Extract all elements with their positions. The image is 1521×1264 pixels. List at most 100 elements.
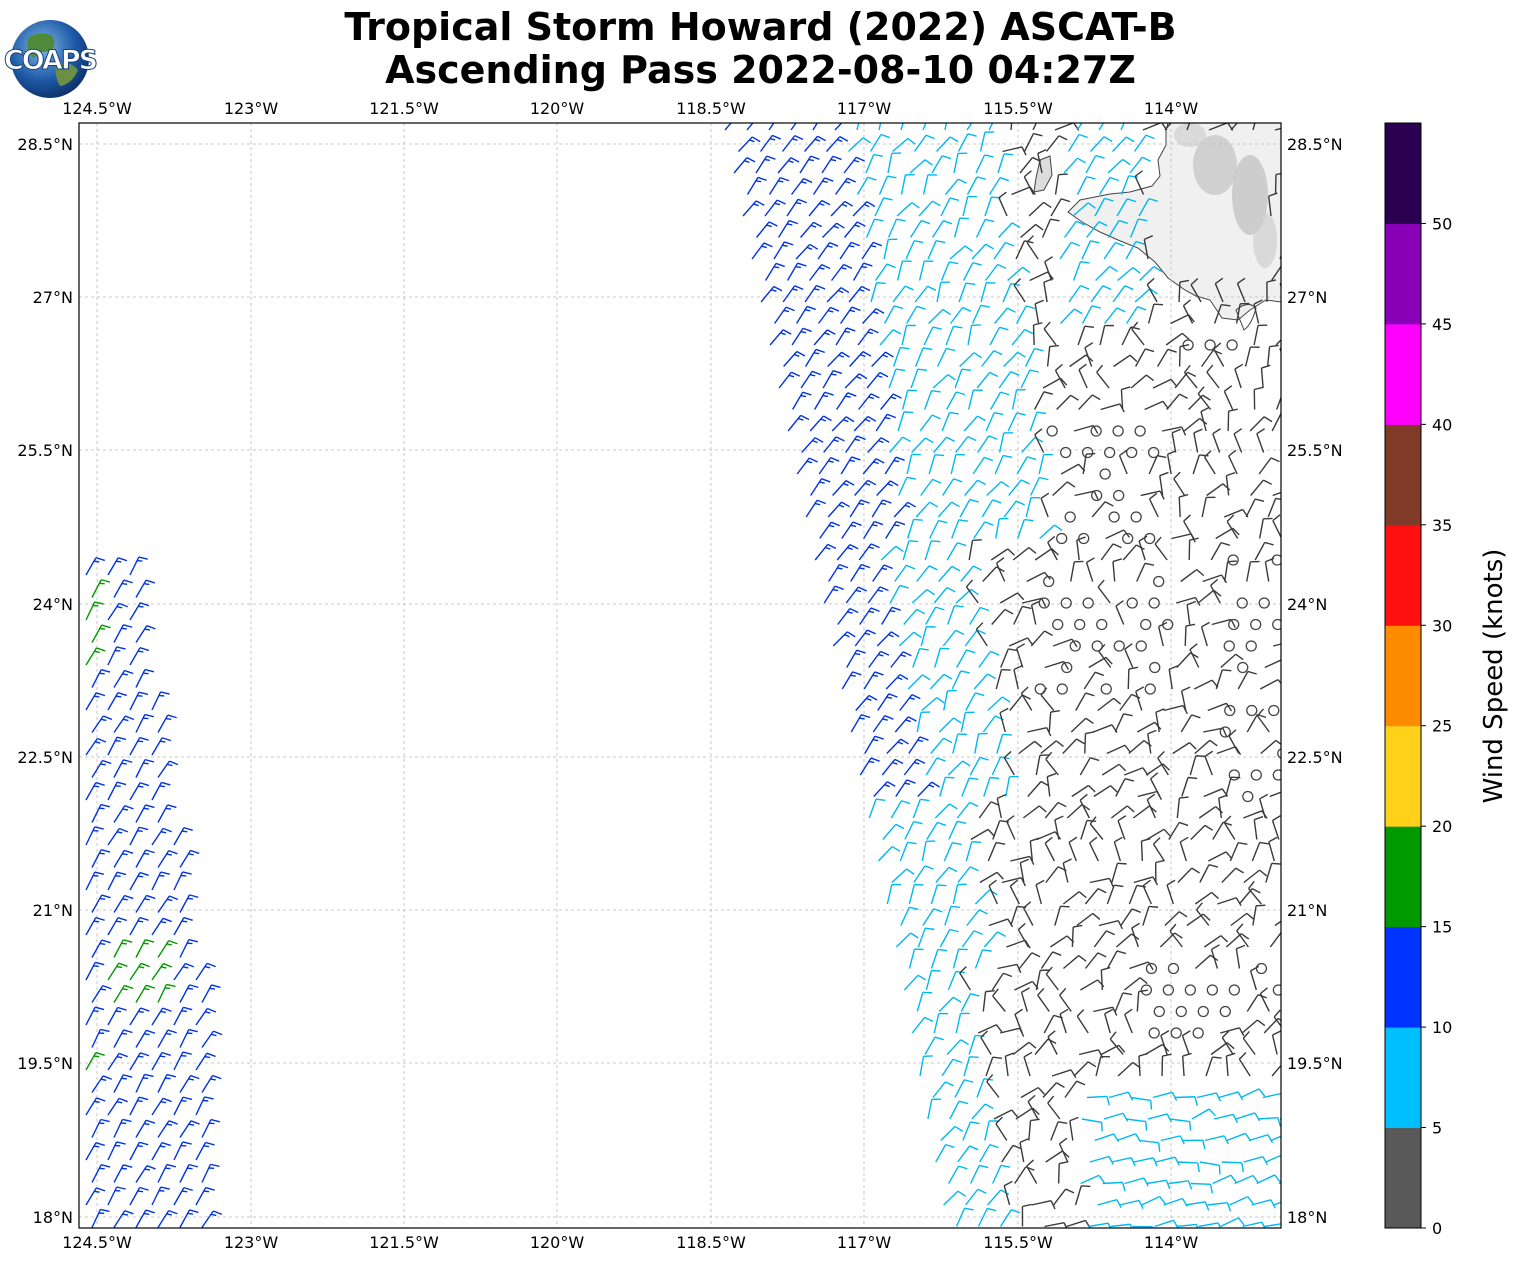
wind-barb bbox=[891, 868, 915, 884]
wind-barb bbox=[1064, 1080, 1086, 1098]
wind-barb bbox=[1142, 879, 1152, 905]
wind-barb bbox=[932, 1081, 955, 1098]
wind-barb bbox=[1240, 1088, 1266, 1099]
wind-barb bbox=[85, 826, 104, 846]
wind-barb bbox=[913, 865, 934, 883]
wind-barb bbox=[1176, 796, 1189, 819]
wind-barb bbox=[969, 606, 990, 625]
wind-barb bbox=[826, 287, 850, 303]
wind-barb bbox=[1100, 966, 1111, 991]
wind-barb bbox=[1170, 314, 1195, 325]
wind-barb bbox=[151, 691, 170, 711]
calm-circle bbox=[1206, 984, 1219, 996]
wind-barb bbox=[157, 895, 179, 913]
wind-barb bbox=[932, 374, 956, 389]
wind-barb bbox=[956, 649, 976, 668]
wind-barb bbox=[1179, 836, 1189, 862]
wind-barb bbox=[179, 1028, 198, 1048]
wind-barb bbox=[1012, 547, 1037, 561]
wind-barb bbox=[724, 123, 739, 131]
wind-barb bbox=[91, 624, 111, 643]
wind-barb bbox=[1078, 363, 1088, 389]
wind-barb bbox=[886, 738, 909, 754]
wind-barb bbox=[1221, 1030, 1234, 1055]
wind-barb bbox=[107, 646, 126, 666]
wind-barb bbox=[1173, 471, 1186, 496]
wind-barb bbox=[808, 199, 831, 217]
wind-barb bbox=[1236, 277, 1246, 303]
wind-barb bbox=[1016, 643, 1026, 668]
wind-barb bbox=[195, 1186, 215, 1206]
wind-barb bbox=[195, 1052, 216, 1071]
wind-barb bbox=[1234, 363, 1244, 389]
wind-barb bbox=[1221, 867, 1244, 883]
wind-barb bbox=[151, 1097, 172, 1116]
wind-barb bbox=[1259, 793, 1269, 819]
wind-barb bbox=[876, 480, 899, 496]
wind-barb bbox=[1251, 841, 1269, 862]
wind-barb bbox=[135, 713, 154, 733]
wind-barb bbox=[1022, 805, 1047, 819]
wind-barb bbox=[1079, 793, 1090, 819]
wind-barb bbox=[1050, 1121, 1068, 1141]
wind-barb bbox=[129, 1096, 149, 1116]
calm-circle bbox=[1291, 706, 1301, 716]
calm-circle bbox=[1074, 618, 1086, 631]
wind-barb bbox=[1047, 535, 1058, 561]
wind-barb bbox=[940, 197, 960, 217]
wind-barb bbox=[1147, 729, 1157, 754]
wind-barb bbox=[1225, 776, 1241, 797]
wind-barb bbox=[1210, 541, 1231, 561]
wind-barb bbox=[1260, 739, 1281, 755]
wind-barb bbox=[1189, 755, 1206, 776]
wind-barb bbox=[1120, 123, 1130, 131]
wind-barb bbox=[1026, 235, 1039, 260]
wind-barb bbox=[1063, 220, 1085, 238]
wind-barb bbox=[991, 608, 1014, 625]
wind-barb bbox=[959, 966, 971, 991]
wind-barb bbox=[1080, 1174, 1105, 1185]
wind-barb bbox=[113, 1209, 134, 1228]
wind-barb bbox=[1097, 697, 1122, 712]
wind-barb bbox=[1046, 772, 1057, 797]
wind-barb bbox=[890, 800, 911, 819]
wind-barb bbox=[1211, 618, 1236, 628]
wind-barb bbox=[977, 1207, 997, 1227]
wind-barb bbox=[1275, 330, 1281, 346]
wind-barb bbox=[988, 123, 999, 131]
calm-circle bbox=[1122, 532, 1134, 545]
calm-circle bbox=[1228, 984, 1241, 996]
wind-barb bbox=[1076, 536, 1086, 561]
wind-barb bbox=[1293, 1131, 1317, 1149]
wind-barb bbox=[988, 918, 1014, 928]
wind-barb bbox=[1133, 134, 1155, 152]
wind-barb bbox=[113, 1118, 132, 1138]
calm-circle bbox=[1126, 597, 1138, 609]
calm-circle bbox=[1236, 597, 1248, 609]
wind-barb bbox=[982, 989, 995, 1012]
calm-circle bbox=[1060, 597, 1072, 609]
wind-barb bbox=[107, 736, 127, 756]
wind-barb bbox=[1147, 1113, 1173, 1123]
wind-barb bbox=[864, 735, 884, 754]
wind-barb bbox=[1263, 1017, 1281, 1034]
wind-barb bbox=[965, 692, 985, 711]
wind-barb bbox=[1190, 277, 1202, 303]
wind-barb bbox=[1203, 450, 1216, 475]
wind-barb bbox=[1264, 557, 1275, 582]
wind-barb bbox=[883, 305, 904, 324]
calm-circle bbox=[1271, 554, 1281, 566]
wind-barb bbox=[1082, 452, 1096, 475]
wind-barb bbox=[902, 540, 919, 561]
wind-barb bbox=[965, 1188, 987, 1206]
wind-barb bbox=[1199, 1161, 1221, 1175]
wind-barb bbox=[151, 917, 172, 936]
calm-circle bbox=[1108, 511, 1120, 523]
wind-barb bbox=[900, 173, 915, 195]
wind-barb bbox=[179, 1209, 199, 1228]
wind-barb bbox=[945, 325, 963, 346]
wind-barb bbox=[1134, 348, 1155, 367]
wind-barb bbox=[893, 501, 917, 518]
wind-barb bbox=[1206, 364, 1220, 389]
wind-barb bbox=[1190, 1182, 1213, 1194]
